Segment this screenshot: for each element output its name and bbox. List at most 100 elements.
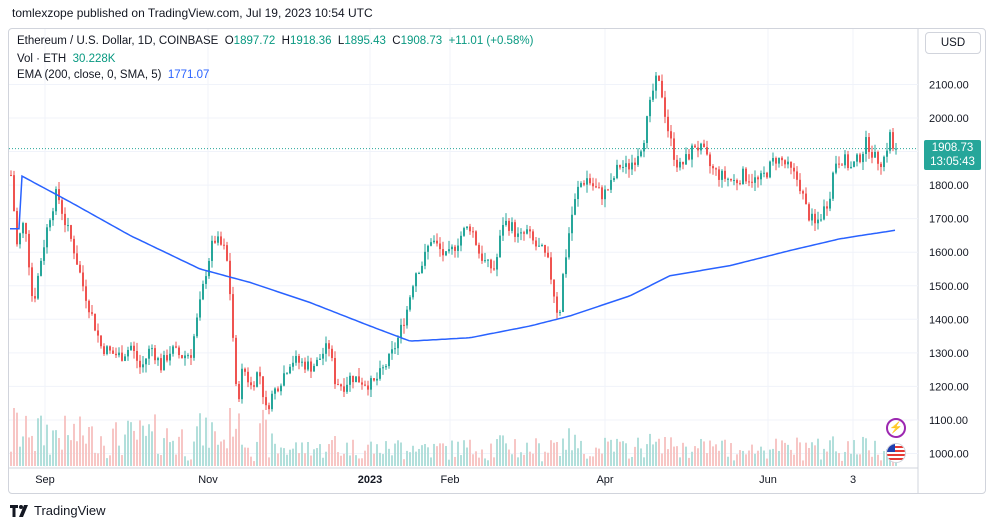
candle-body bbox=[43, 247, 45, 261]
candle-body bbox=[793, 167, 795, 172]
candle-body bbox=[598, 187, 600, 189]
candle-body bbox=[112, 350, 114, 354]
x-tick-label: Nov bbox=[198, 474, 218, 486]
candle-body bbox=[19, 233, 21, 245]
volume-bar bbox=[241, 444, 243, 466]
volume-bar bbox=[799, 442, 801, 466]
candle-body bbox=[175, 346, 177, 348]
x-tick-label: Jun bbox=[759, 474, 777, 486]
candle-body bbox=[298, 355, 300, 363]
legend-close: 1908.73 bbox=[400, 35, 443, 47]
candle-body bbox=[10, 175, 12, 177]
volume-bar bbox=[325, 451, 327, 466]
volume-bar bbox=[343, 453, 345, 466]
candle-body bbox=[319, 358, 321, 360]
candle-body bbox=[871, 152, 873, 158]
volume-bar bbox=[367, 444, 369, 466]
volume-bar bbox=[199, 413, 201, 466]
tradingview-brand[interactable]: TradingView bbox=[10, 503, 106, 518]
volume-bar bbox=[637, 437, 639, 466]
candle-body bbox=[565, 257, 567, 275]
candle-body bbox=[487, 259, 489, 261]
volume-bar bbox=[616, 438, 618, 466]
candle-body bbox=[706, 147, 708, 155]
candle-body bbox=[571, 214, 573, 234]
x-tick-label: Feb bbox=[441, 474, 460, 486]
volume-bar bbox=[646, 444, 648, 466]
volume-bar bbox=[319, 444, 321, 466]
candle-body bbox=[724, 170, 726, 179]
volume-bar bbox=[808, 447, 810, 466]
y-tick-label: 1600.00 bbox=[929, 247, 969, 259]
volume-bar bbox=[16, 412, 18, 466]
candle-body bbox=[796, 171, 798, 180]
candle-body bbox=[748, 181, 750, 183]
volume-bar bbox=[811, 442, 813, 466]
legend-volume: Vol · ETH 30.228K bbox=[17, 53, 115, 65]
volume-bar bbox=[796, 437, 798, 466]
candle-body bbox=[28, 233, 30, 268]
volume-bar bbox=[403, 459, 405, 466]
lightning-icon[interactable]: ⚡ bbox=[886, 418, 906, 438]
volume-bar bbox=[691, 451, 693, 466]
volume-bar bbox=[112, 428, 114, 466]
candle-body bbox=[226, 245, 228, 261]
us-flag-icon[interactable] bbox=[886, 443, 906, 463]
candle-body bbox=[862, 154, 864, 163]
volume-bar bbox=[28, 437, 30, 466]
candle-body bbox=[142, 364, 144, 368]
candle-body bbox=[292, 362, 294, 367]
volume-bar bbox=[376, 444, 378, 466]
candle-body bbox=[847, 154, 849, 168]
candle-body bbox=[691, 145, 693, 160]
chart-frame bbox=[8, 28, 986, 494]
candle-body bbox=[46, 227, 48, 248]
volume-bar bbox=[565, 449, 567, 466]
candle-body bbox=[610, 180, 612, 190]
candle-body bbox=[784, 160, 786, 165]
volume-bar bbox=[337, 452, 339, 466]
candle-body bbox=[361, 382, 363, 385]
candle-body bbox=[277, 388, 279, 392]
volume-bar bbox=[727, 456, 729, 466]
volume-bar bbox=[547, 452, 549, 466]
candle-body bbox=[619, 164, 621, 168]
volume-bar bbox=[292, 448, 294, 466]
volume-bar bbox=[268, 457, 270, 466]
currency-button[interactable]: USD bbox=[925, 32, 981, 54]
candle-body bbox=[742, 168, 744, 184]
volume-bar bbox=[31, 435, 33, 466]
volume-bar bbox=[631, 456, 633, 466]
legend-close-label: C bbox=[392, 35, 401, 47]
legend-vol-value: 30.228K bbox=[72, 53, 116, 65]
volume-bar bbox=[187, 460, 189, 466]
volume-bar bbox=[814, 445, 816, 466]
candle-body bbox=[418, 273, 420, 275]
volume-bar bbox=[226, 448, 228, 466]
candle-body bbox=[811, 213, 813, 221]
volume-bar bbox=[661, 453, 663, 466]
candle-body bbox=[55, 189, 57, 212]
volume-bar bbox=[832, 436, 834, 466]
candle-body bbox=[316, 359, 318, 366]
volume-bar bbox=[802, 460, 804, 466]
volume-bar bbox=[130, 422, 132, 466]
volume-bar bbox=[766, 458, 768, 466]
volume-bar bbox=[64, 415, 66, 466]
legend-open: 1897.72 bbox=[233, 35, 276, 47]
candle-body bbox=[475, 231, 477, 245]
volume-bar bbox=[508, 449, 510, 466]
candle-body bbox=[466, 226, 468, 229]
volume-bar bbox=[574, 434, 576, 466]
candle-body bbox=[211, 240, 213, 261]
volume-bar bbox=[100, 436, 102, 466]
candle-body bbox=[622, 166, 624, 168]
volume-bar bbox=[49, 454, 51, 466]
candle-body bbox=[421, 265, 423, 274]
volume-bar bbox=[76, 441, 78, 466]
volume-bar bbox=[109, 455, 111, 466]
volume-bar bbox=[136, 439, 138, 466]
candle-body bbox=[517, 233, 519, 237]
candle-body bbox=[508, 220, 510, 231]
